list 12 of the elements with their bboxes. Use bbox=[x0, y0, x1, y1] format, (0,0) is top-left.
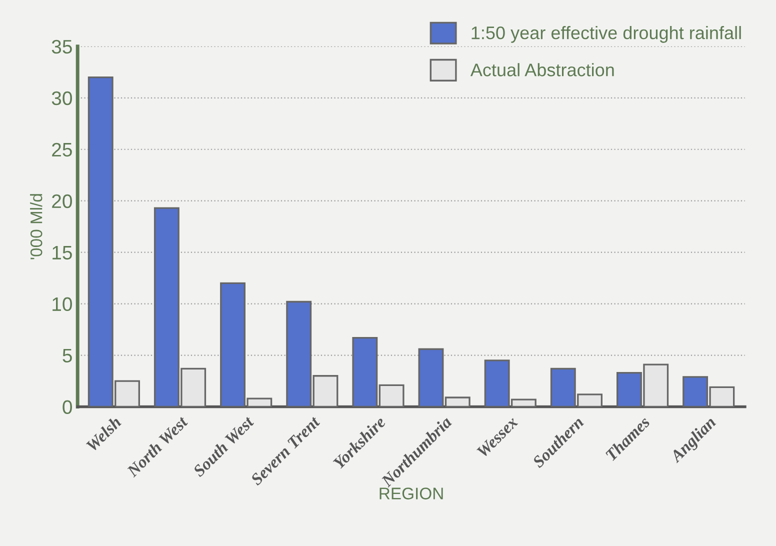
x-axis-title: REGION bbox=[380, 488, 443, 500]
y-axis-title: '000 Ml/d bbox=[30, 194, 42, 260]
y-tick-label: 10 bbox=[52, 297, 72, 312]
y-tick-label: 0 bbox=[62, 400, 72, 414]
y-tick-label: 25 bbox=[52, 142, 72, 157]
y-tick-label: 15 bbox=[52, 246, 72, 260]
y-tick-label: 20 bbox=[52, 194, 72, 208]
y-tick-label: 35 bbox=[52, 40, 72, 54]
legend-label: 1:50 year effective drought rainfall bbox=[472, 26, 741, 43]
y-tick-label: 30 bbox=[52, 91, 72, 106]
y-tick-label: 5 bbox=[62, 348, 72, 363]
legend-label: Actual Abstraction bbox=[470, 63, 614, 76]
